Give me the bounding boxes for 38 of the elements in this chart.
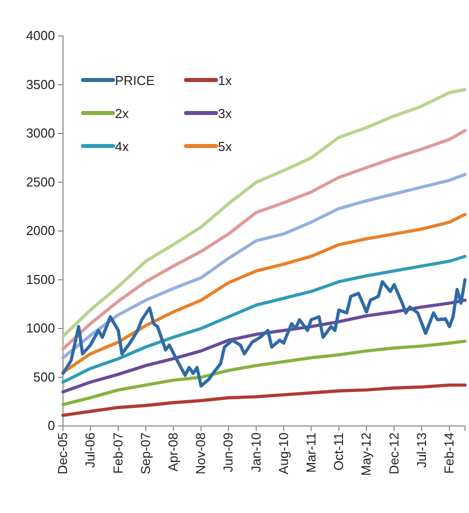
x-tick-label: Aug-10 [276,432,291,474]
line-series [61,383,467,417]
line-series [61,254,467,384]
y-tick-label: 2000 [26,223,55,238]
x-tick-label: Apr-08 [166,432,181,472]
legend-label: 5x [218,139,232,154]
legend-label: PRICE [115,73,156,88]
legend-label: 1x [218,73,232,88]
legend-label: 3x [218,106,232,121]
line-series [61,212,467,374]
x-tick-label: Nov-08 [193,432,208,474]
x-tick-label: Sep-07 [138,432,153,474]
x-tick-label: May-12 [358,432,374,476]
line-series [61,88,467,338]
legend-label: 4x [115,139,130,154]
line-series [61,172,467,360]
x-tick-label: Jan-10 [248,432,264,472]
line-series [61,128,467,351]
y-tick-label: 3500 [26,76,55,92]
x-tick-label: Oct-11 [331,432,346,471]
y-tick-label: 3000 [26,126,55,141]
x-tick-label: Jun-09 [220,432,236,472]
x-tick-label: Jul-06 [82,432,98,468]
x-tick-label: Dec-05 [55,432,70,474]
y-tick-label: 1500 [26,272,55,287]
line-series [61,278,467,388]
y-tick-label: 1000 [26,320,55,336]
x-tick-label: Dec-12 [386,432,402,474]
x-tick-label: Feb-07 [110,432,126,474]
legend-label: 2x [115,106,130,121]
x-tick-label: Jul-13 [414,432,429,468]
x-tick-label: Mar-11 [303,432,318,473]
y-tick-label: 0 [48,418,55,434]
x-tick-label: Feb-14 [442,432,457,474]
line-series [61,340,467,406]
y-tick-label: 4000 [26,28,55,44]
y-tick-label: 500 [33,369,55,384]
y-tick-label: 2500 [26,174,55,190]
